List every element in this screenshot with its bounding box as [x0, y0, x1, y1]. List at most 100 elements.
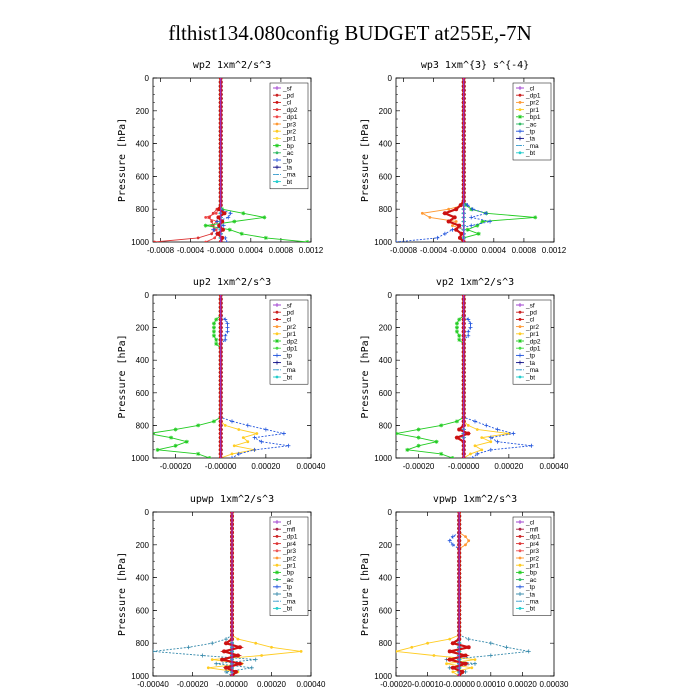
- data-point-dp2: [211, 419, 216, 424]
- x-tick-label: 0.0012: [299, 246, 324, 255]
- legend-entry: _bp: [282, 570, 294, 577]
- y-tick-label: 0: [145, 291, 150, 300]
- panel-title: vp2 1xm^2/s^3: [436, 277, 514, 288]
- data-point-ta: [186, 645, 191, 650]
- data-point-pr1: [254, 641, 258, 645]
- figure-title: flthist134.080config BUDGET at255E,-7N: [168, 21, 532, 45]
- data-point-pr1: [426, 641, 429, 645]
- legend-entry: _cl: [525, 317, 535, 324]
- data-point-bp: [305, 240, 310, 242]
- data-point-pr1: [448, 637, 452, 641]
- legend-entry: _bt: [525, 374, 535, 381]
- legend-marker: [518, 563, 522, 567]
- core-point: [233, 669, 238, 674]
- legend-entry: _ma: [282, 599, 296, 606]
- legend-marker: [275, 143, 279, 148]
- y-tick-label: 0: [145, 74, 150, 83]
- panel-title: vpwp 1xm^2/s^3: [433, 494, 517, 505]
- data-point-ta: [210, 641, 215, 646]
- data-point-bp1: [533, 215, 538, 220]
- data-point-pr1: [470, 666, 474, 670]
- data-point-pr1: [210, 658, 214, 661]
- y-tick-label: 1000: [131, 238, 149, 247]
- data-point-dp1: [204, 240, 208, 242]
- legend-marker: [518, 93, 522, 97]
- data-point-pr1: [223, 424, 227, 427]
- x-tick-label: 0.0008: [269, 246, 294, 255]
- legend-entry: _pr1: [282, 331, 296, 338]
- data-point-pr2: [454, 220, 458, 223]
- legend-entry: _dp1: [525, 93, 541, 100]
- legend-marker: [275, 318, 279, 321]
- legend-entry: _cl: [525, 85, 535, 92]
- data-point-dp2: [439, 451, 444, 456]
- data-point-bp: [241, 211, 246, 216]
- legend: _sf_pd_cl_dp2_dp1_pr3_pr2_pr1_bp_ac_tp_t…: [269, 82, 309, 190]
- legend-marker: [275, 137, 279, 140]
- data-point-dp2: [207, 456, 212, 458]
- legend-entry: _cl: [282, 519, 292, 526]
- legend-marker: [275, 570, 279, 575]
- data-point-tp: [236, 451, 241, 456]
- data-point-tp: [470, 456, 475, 458]
- legend-marker: [518, 542, 522, 545]
- data-point-dp2: [211, 329, 216, 334]
- data-point-dp2: [454, 325, 459, 330]
- legend-marker: [518, 151, 522, 155]
- core-point: [222, 649, 227, 654]
- x-tick-label: -0.00040: [137, 680, 169, 689]
- legend-marker: [518, 310, 522, 314]
- legend-marker: [275, 339, 279, 343]
- legend-entry: _pr1: [525, 563, 539, 570]
- legend-marker: [518, 375, 522, 379]
- data-point-dp1: [214, 211, 218, 215]
- legend-entry: _bt: [282, 374, 292, 381]
- legend-marker: [275, 563, 279, 567]
- panel-4: vp2 1xm^2/s^3 Pressure [hPa] 0 200 400 600 800…: [360, 277, 569, 471]
- legend-entry: _ta: [282, 360, 292, 367]
- legend-entry: _bp: [525, 570, 537, 577]
- data-point-pr1: [469, 452, 472, 456]
- data-point-tp: [466, 317, 471, 322]
- x-tick-label: 0.00040: [297, 680, 326, 689]
- legend-entry: _ma: [282, 367, 296, 374]
- legend-marker: [518, 86, 522, 90]
- data-point-dp2: [434, 439, 439, 444]
- x-tick-label: 0.0004: [239, 246, 264, 255]
- core-point: [235, 653, 240, 658]
- legend-entry: _bt: [525, 606, 535, 613]
- legend-marker: [275, 115, 279, 119]
- data-point-tp: [228, 211, 233, 216]
- y-axis-label: Pressure [hPa]: [360, 552, 371, 636]
- core-point: [442, 211, 447, 216]
- y-tick-label: 400: [379, 140, 393, 149]
- legend-marker: [275, 303, 279, 307]
- data-point-dp2: [211, 321, 216, 326]
- data-point-bp: [232, 219, 237, 224]
- data-point-tp: [469, 223, 474, 228]
- core-point: [463, 653, 468, 658]
- y-tick-label: 400: [136, 356, 150, 365]
- y-tick-label: 200: [136, 541, 150, 550]
- y-tick-label: 0: [388, 291, 393, 300]
- legend-entry: _ac: [525, 121, 537, 128]
- data-point-tp: [252, 435, 257, 440]
- y-tick-label: 400: [379, 574, 393, 583]
- legend-entry: _dp2: [282, 107, 298, 114]
- data-point-tp: [475, 451, 480, 456]
- legend: _sf_pd_cl_pr2_pr1_dp2_dp1_tp_ta_ma_bt: [512, 299, 552, 385]
- legend-marker: [518, 129, 522, 134]
- core-point: [457, 223, 462, 228]
- data-point-tp: [225, 329, 230, 334]
- data-point-tp: [225, 325, 230, 330]
- data-point-ta: [526, 649, 531, 654]
- data-point-tp: [466, 333, 471, 338]
- data-point-ta: [253, 657, 258, 662]
- legend-marker: [275, 527, 279, 531]
- legend-marker: [518, 570, 522, 575]
- y-axis-label: Pressure [hPa]: [360, 334, 371, 418]
- legend-entry: _ma: [525, 143, 539, 150]
- y-tick-label: 1000: [374, 454, 392, 463]
- data-point-bp: [263, 235, 268, 240]
- data-point-tp: [469, 215, 474, 220]
